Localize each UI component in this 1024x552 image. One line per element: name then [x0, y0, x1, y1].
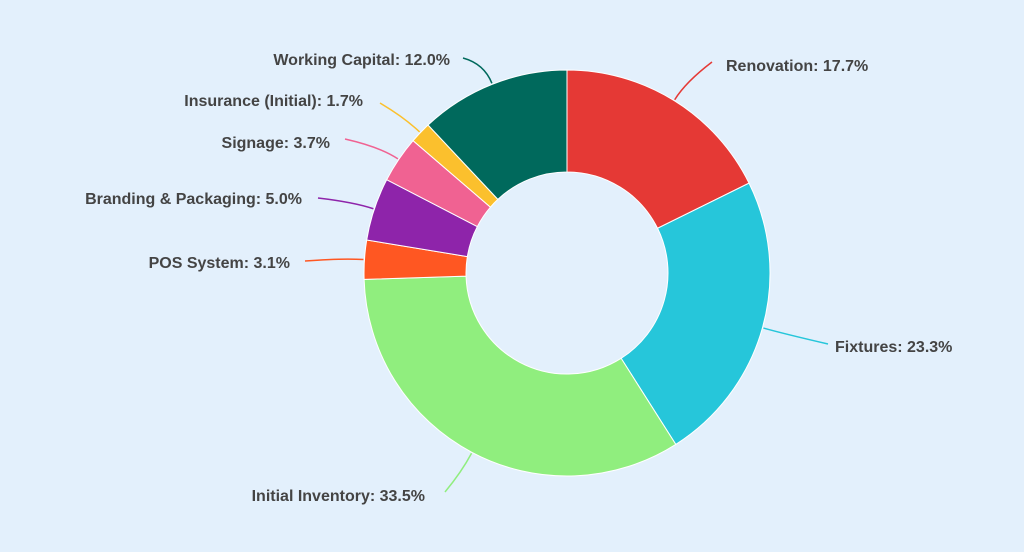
slice	[363, 275, 677, 477]
leader-line	[462, 57, 493, 84]
data-label: Signage: 3.7%	[222, 135, 330, 152]
slice	[566, 69, 750, 229]
data-label: Renovation: 17.7%	[726, 58, 868, 75]
leader-line	[444, 452, 473, 493]
leader-line	[763, 327, 829, 345]
leader-line	[304, 258, 364, 262]
leader-line	[674, 61, 713, 101]
data-label: Working Capital: 12.0%	[273, 52, 450, 69]
data-label: Fixtures: 23.3%	[835, 339, 952, 356]
slice	[620, 182, 771, 446]
data-label: Initial Inventory: 33.5%	[252, 488, 425, 505]
data-label: Branding & Packaging: 5.0%	[85, 191, 302, 208]
leader-line	[317, 197, 374, 210]
leader-line	[344, 138, 399, 160]
leader-line	[379, 102, 421, 133]
data-label: Insurance (Initial): 1.7%	[184, 93, 363, 110]
slice	[427, 69, 568, 201]
data-label: POS System: 3.1%	[149, 255, 290, 272]
